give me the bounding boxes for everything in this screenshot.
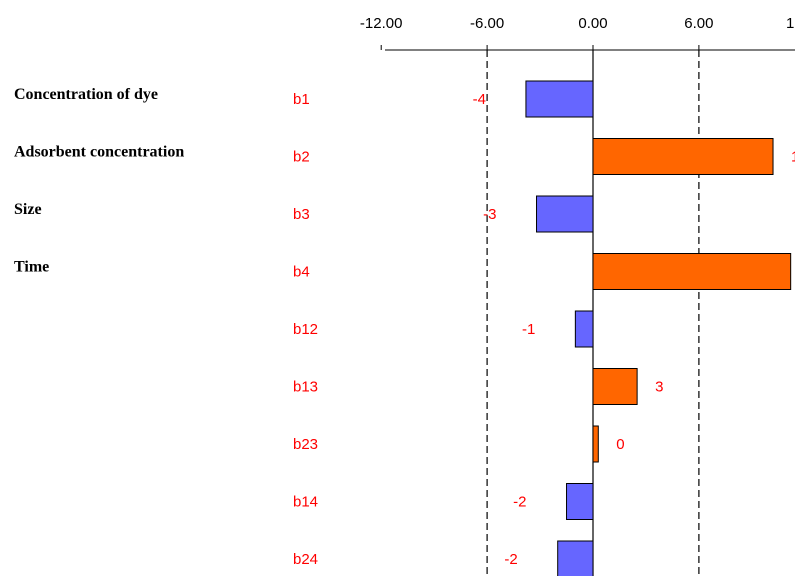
factor-label-b3: Size <box>14 201 42 218</box>
code-label-b2: b2 <box>293 149 310 166</box>
bar-b1 <box>525 80 594 118</box>
code-label-b12: b12 <box>293 321 318 338</box>
data-label-b1: -4 <box>473 91 486 108</box>
bar-b13 <box>592 368 638 405</box>
factor-label-b1: Concentration of dye <box>14 86 158 103</box>
code-label-b1: b1 <box>293 91 310 108</box>
bar-b4 <box>592 253 792 290</box>
data-label-b12: -1 <box>522 321 535 338</box>
bar-b23 <box>592 425 599 463</box>
x-tick-label: -12.00 <box>360 15 403 32</box>
bar-b14 <box>566 483 594 520</box>
bar-b24 <box>557 540 594 576</box>
code-label-b4: b4 <box>293 264 310 281</box>
x-tick-label: -6.00 <box>470 15 504 32</box>
bars <box>525 80 792 576</box>
data-label-b23: 0 <box>616 436 624 453</box>
code-label-b3: b3 <box>293 206 310 223</box>
data-label-b14: -2 <box>513 494 526 511</box>
data-label-b3: -3 <box>483 206 496 223</box>
factor-label-b2: Adsorbent concentration <box>14 144 184 161</box>
x-tick-label: 6.00 <box>684 15 713 32</box>
x-tick-label: 12.00 <box>786 15 795 32</box>
code-label-b13: b13 <box>293 379 318 396</box>
bar-b2 <box>592 138 774 175</box>
factor-label-b4: Time <box>14 259 49 276</box>
code-label-b23: b23 <box>293 436 318 453</box>
code-label-b24: b24 <box>293 551 318 568</box>
x-axis: -12.00 -6.00 0.00 6.00 12.00 <box>360 15 795 51</box>
bar-b12 <box>574 310 594 348</box>
labels: b1 -4 Concentration of dye b2 10 Adsorbent co… <box>14 86 795 568</box>
data-label-b2: 10 <box>791 149 795 166</box>
data-label-b13: 3 <box>655 379 663 396</box>
code-label-b14: b14 <box>293 494 318 511</box>
bar-b3 <box>536 195 594 233</box>
x-tick-label: 0.00 <box>578 15 607 32</box>
data-label-b24: -2 <box>504 551 517 568</box>
